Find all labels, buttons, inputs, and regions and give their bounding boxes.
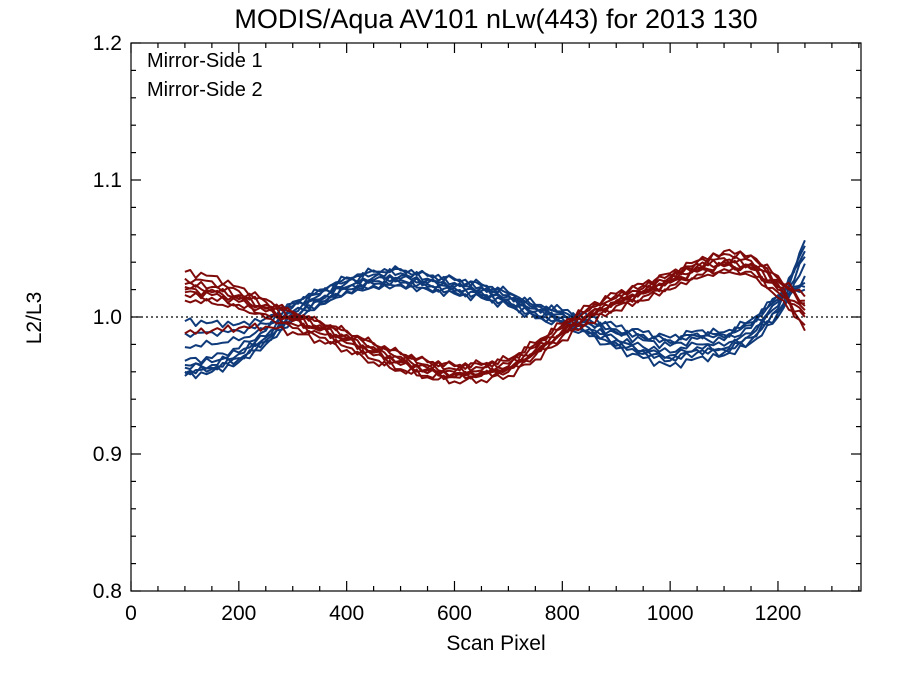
y-tick-label: 1.1 [93,169,122,192]
x-tick-label: 800 [545,602,580,625]
legend-mirror-side-1: Mirror-Side 1 [147,50,263,72]
y-tick-label: 0.9 [93,443,122,466]
plot-lines [184,239,806,385]
y-axis-label: L2/L3 [23,292,46,345]
x-tick-label: 400 [329,602,364,625]
x-tick-label: 600 [437,602,472,625]
series-line-mirror-side-2 [184,248,805,381]
series-line-mirror-side-1 [184,267,806,341]
y-tick-label: 0.8 [93,580,122,603]
series-line-mirror-side-2 [184,266,806,380]
y-tick-label: 1.2 [93,32,122,55]
x-tick-label: 1200 [755,602,802,625]
axis-tick-labels: 0 200 400 600 800 1000 1200 0.8 0.9 1.0 1.1 1.2 [93,32,802,625]
chart-title: MODIS/Aqua AV101 nLw(443) for 2013 130 [234,4,757,34]
series-line-mirror-side-1 [184,263,806,380]
x-tick-label: 1000 [647,602,694,625]
y-tick-label: 1.0 [93,306,122,329]
x-tick-label: 0 [125,602,137,625]
axis-ticks [130,42,861,592]
legend-mirror-side-2: Mirror-Side 2 [147,79,263,101]
series-line-mirror-side-2 [184,250,806,369]
series-line-mirror-side-2 [184,259,806,375]
x-tick-label: 200 [221,602,256,625]
x-axis-label: Scan Pixel [446,632,545,655]
series-line-mirror-side-2 [184,271,806,385]
